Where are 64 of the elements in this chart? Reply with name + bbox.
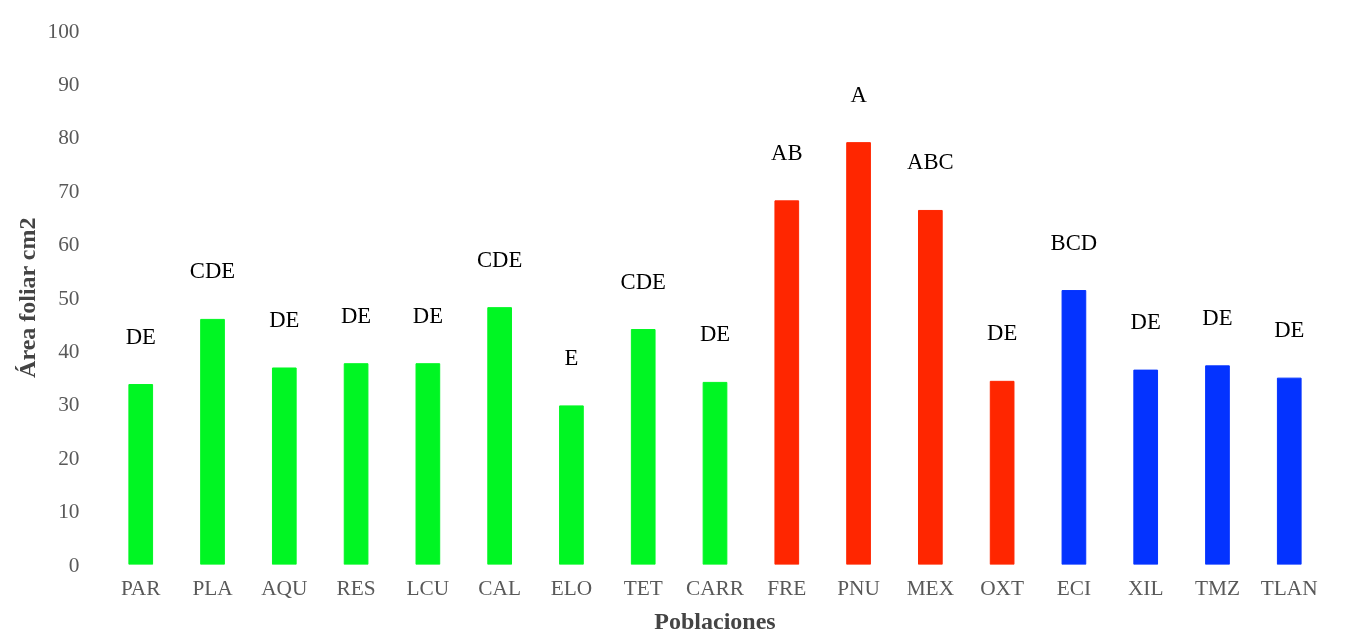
annotation: CDE <box>620 268 666 294</box>
bar <box>415 363 441 565</box>
x-tick-label: PAR <box>120 575 162 600</box>
bar <box>774 200 800 565</box>
annotation: CDE <box>189 258 236 284</box>
bar <box>702 381 728 565</box>
annotation: DE <box>1202 304 1233 330</box>
x-tick-label: ECI <box>1056 575 1092 600</box>
bar <box>846 142 871 565</box>
y-tick-label: 70 <box>58 178 80 203</box>
y-tick-label: 90 <box>58 71 80 96</box>
bar <box>1061 290 1087 565</box>
x-tick-label: CAL <box>478 575 521 600</box>
x-tick-label: AQU <box>261 575 308 600</box>
y-tick-label: 20 <box>58 445 80 470</box>
bar <box>1133 369 1159 565</box>
y-tick-label: 50 <box>58 285 80 310</box>
y-tick-label: 100 <box>47 18 80 43</box>
x-tick-label: CARR <box>685 575 745 600</box>
bar <box>128 384 154 565</box>
annotation: BCD <box>1050 229 1098 255</box>
annotation: DE <box>125 323 156 349</box>
bar <box>343 363 369 565</box>
annotation: E <box>564 344 579 370</box>
y-tick-label: 0 <box>68 552 80 577</box>
x-tick-label: RES <box>336 575 376 600</box>
x-tick-label: FRE <box>767 575 807 600</box>
y-tick-label: 60 <box>58 232 80 257</box>
x-tick-label: OXT <box>980 575 1025 600</box>
x-tick-label: XIL <box>1127 575 1164 600</box>
x-tick-label: TET <box>623 575 663 600</box>
x-axis-title: Poblaciones <box>654 607 776 634</box>
y-axis-title: Área foliar cm2 <box>13 217 40 378</box>
x-tick-label: TLAN <box>1260 575 1318 600</box>
bar <box>989 380 1015 565</box>
annotation: DE <box>412 302 443 328</box>
bar <box>630 329 656 565</box>
annotation: DE <box>269 306 300 332</box>
bar <box>918 209 943 565</box>
annotation: ABC <box>907 149 954 175</box>
annotation: CDE <box>477 246 523 272</box>
annotation: AB <box>771 139 803 165</box>
bar <box>559 405 584 565</box>
annotation: DE <box>1130 309 1161 335</box>
annotation: DE <box>699 321 731 347</box>
annotation: DE <box>340 302 372 328</box>
bar <box>1276 377 1302 565</box>
x-tick-label: PLA <box>192 575 234 600</box>
y-tick-label: 40 <box>58 338 80 363</box>
x-tick-label: LCU <box>406 575 450 600</box>
y-tick-label: 10 <box>58 499 80 524</box>
x-tick-label: PNU <box>837 575 880 600</box>
annotation: DE <box>1274 317 1305 343</box>
bar <box>271 367 297 565</box>
x-tick-label: TMZ <box>1194 575 1240 600</box>
x-tick-label: ELO <box>550 575 593 600</box>
y-tick-label: 30 <box>58 392 80 417</box>
annotation: A <box>850 81 868 107</box>
y-tick-label: 80 <box>58 125 80 150</box>
bar <box>1205 365 1230 565</box>
annotation: DE <box>987 320 1018 346</box>
x-tick-label: MEX <box>906 575 955 600</box>
bar <box>487 307 512 565</box>
bar <box>200 318 225 565</box>
